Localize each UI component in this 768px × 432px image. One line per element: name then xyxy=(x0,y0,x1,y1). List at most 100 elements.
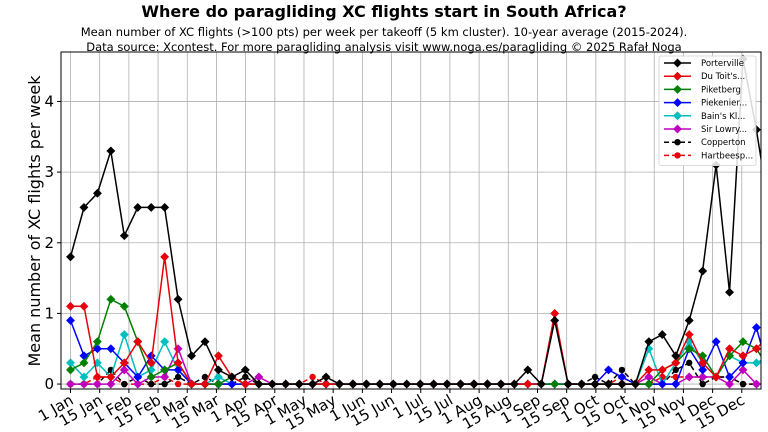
data-point xyxy=(550,379,560,389)
data-point xyxy=(200,379,210,389)
data-point xyxy=(79,301,89,311)
data-point xyxy=(240,365,250,375)
chart-title: Where do paragliding XC flights start in… xyxy=(141,2,626,21)
legend-swatch-marker xyxy=(672,98,683,108)
y-tick-label: 2 xyxy=(44,234,54,252)
data-point xyxy=(738,351,748,361)
data-point xyxy=(133,379,143,389)
data-point xyxy=(106,372,116,382)
data-point xyxy=(133,202,143,212)
data-point xyxy=(79,379,89,389)
data-point xyxy=(201,373,209,381)
data-point xyxy=(160,202,170,212)
data-point xyxy=(200,337,210,347)
data-point xyxy=(671,351,681,361)
data-point xyxy=(402,379,412,389)
data-point xyxy=(603,379,614,389)
data-point xyxy=(348,379,358,389)
data-point xyxy=(65,365,76,375)
data-point xyxy=(119,358,129,368)
data-point xyxy=(415,379,425,389)
data-point xyxy=(563,379,573,389)
data-point xyxy=(711,337,721,347)
data-point xyxy=(724,372,735,382)
data-point xyxy=(240,379,250,389)
y-tick-label: 4 xyxy=(44,92,54,110)
data-point xyxy=(724,379,735,389)
series-layer xyxy=(65,54,761,389)
data-point xyxy=(79,372,89,382)
data-point xyxy=(684,315,694,326)
data-point xyxy=(699,380,706,388)
data-point xyxy=(751,344,761,354)
data-point xyxy=(751,358,761,368)
legend-entry-label: Bain's Kl... xyxy=(701,112,745,122)
data-point xyxy=(375,379,385,389)
data-point xyxy=(724,344,735,354)
data-point xyxy=(672,366,679,374)
data-point xyxy=(267,379,277,389)
data-point xyxy=(160,252,170,262)
data-point xyxy=(698,266,708,276)
data-point xyxy=(146,202,156,212)
data-point xyxy=(334,379,345,389)
series-0 xyxy=(65,54,761,389)
data-point xyxy=(133,372,143,382)
series-line xyxy=(69,58,761,386)
legend-swatch-marker xyxy=(674,152,681,159)
data-point xyxy=(65,252,76,262)
data-point xyxy=(671,379,681,389)
legend-entry-label: Piketberg xyxy=(701,85,741,95)
data-point xyxy=(429,379,439,389)
data-point xyxy=(309,373,316,381)
data-point xyxy=(308,379,318,389)
data-point xyxy=(106,379,116,389)
data-point xyxy=(294,379,304,389)
data-point xyxy=(618,366,626,374)
data-point xyxy=(724,287,735,297)
data-point xyxy=(550,315,560,326)
data-point xyxy=(186,379,197,389)
data-point xyxy=(92,188,102,198)
data-point xyxy=(482,379,493,389)
data-point xyxy=(133,337,143,347)
legend-swatch-marker xyxy=(672,84,683,94)
data-point xyxy=(671,358,681,368)
data-point xyxy=(254,379,264,389)
y-axis: 0 1 2 3 4 xyxy=(44,92,61,393)
data-point xyxy=(106,344,116,354)
data-point xyxy=(442,379,452,389)
legend-entry-label: Piekenier... xyxy=(701,99,747,109)
data-point xyxy=(738,337,748,347)
data-point xyxy=(79,202,89,212)
data-point xyxy=(213,365,224,375)
data-point xyxy=(106,146,116,156)
legend-swatch-marker xyxy=(672,111,683,121)
legend-entry-label: Copperton xyxy=(701,138,746,148)
data-point xyxy=(161,380,168,388)
data-point xyxy=(186,351,197,361)
data-point xyxy=(523,365,533,375)
legend-swatch-marker xyxy=(672,58,683,68)
legend-entry-label: Hartbeesp... xyxy=(701,151,753,161)
data-point xyxy=(361,379,371,389)
data-point xyxy=(698,365,708,375)
data-point xyxy=(92,379,102,389)
data-point xyxy=(698,358,708,368)
data-point xyxy=(119,301,129,311)
series-1 xyxy=(65,252,761,389)
data-point xyxy=(644,379,654,389)
data-point xyxy=(496,379,506,389)
data-point xyxy=(160,337,170,347)
data-point xyxy=(213,351,224,361)
data-point xyxy=(92,337,102,347)
data-point xyxy=(657,365,667,375)
data-point xyxy=(751,322,761,333)
chart-subtitle-line-2: Data source: Xcontest. For more paraglid… xyxy=(86,40,681,54)
data-point xyxy=(590,379,600,389)
y-tick-label: 1 xyxy=(44,304,54,322)
data-point xyxy=(469,379,479,389)
legend: Porterville Du Toit's... Piketberg Piekenie… xyxy=(658,55,757,166)
